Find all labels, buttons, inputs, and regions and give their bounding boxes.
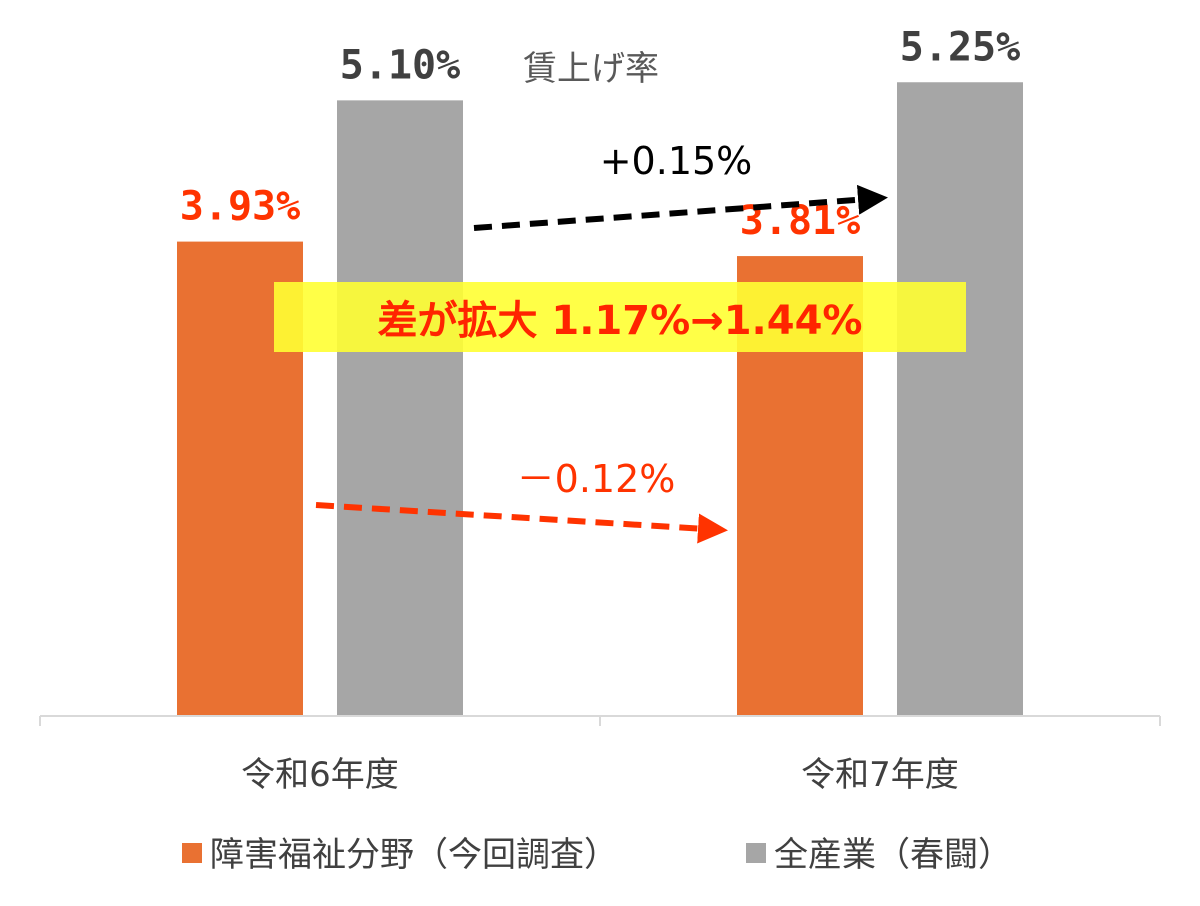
arrow-welfare-change — [315, 502, 728, 544]
legend-swatch-welfare — [182, 843, 202, 863]
value-label-all-industry-r6: 5.10% — [340, 42, 460, 88]
delta-label-welfare: －0.12% — [517, 457, 676, 501]
bar-all-industry-r7 — [897, 82, 1023, 716]
arrow-all-industry-change — [473, 184, 888, 231]
legend-swatch-all-industry — [746, 843, 766, 863]
value-label-welfare-r6: 3.93% — [180, 184, 300, 230]
delta-label-all-industry: +0.15% — [600, 139, 753, 183]
category-label-r7: 令和7年度 — [801, 755, 959, 795]
category-label-r6: 令和6年度 — [241, 755, 399, 795]
legend-label-welfare: 障害福祉分野（今回調査） — [210, 835, 618, 875]
chart-title: 賃上げ率 — [523, 49, 659, 89]
legend-label-all-industry: 全産業（春闘） — [774, 835, 1012, 875]
value-label-all-industry-r7: 5.25% — [900, 24, 1020, 70]
gap-note-text: 差が拡大 1.17%→1.44% — [378, 298, 863, 344]
gap-note-background — [274, 282, 966, 352]
bar-all-industry-r6 — [337, 100, 463, 717]
